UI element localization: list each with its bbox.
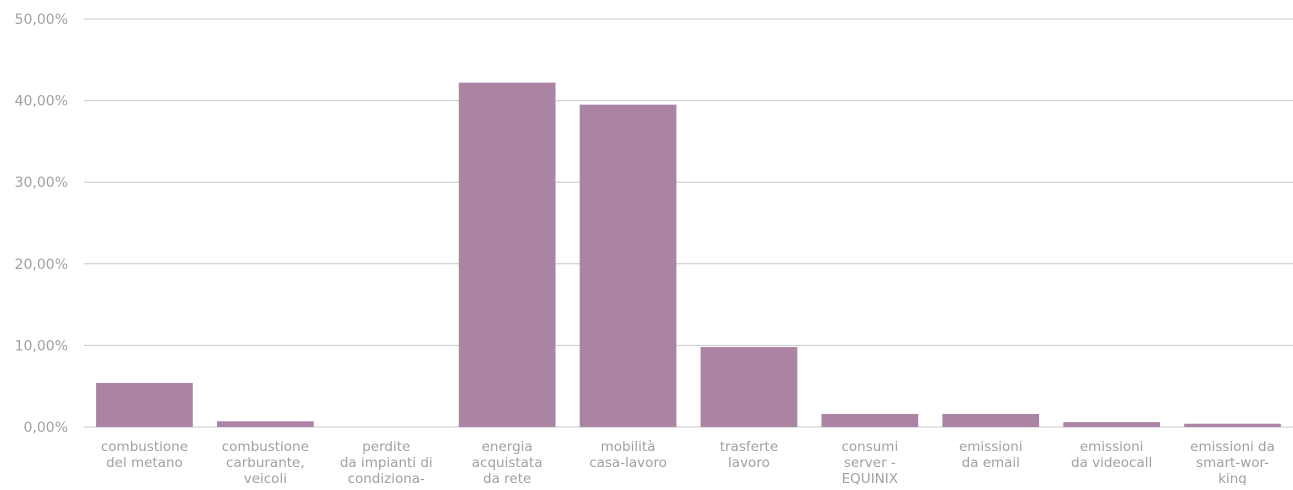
x-category-label-line: casa-lavoro <box>589 455 667 471</box>
x-category-label-line: EQUINIX <box>842 471 898 485</box>
bar <box>579 104 677 428</box>
x-category-label-line: smart-wor- <box>1196 455 1269 471</box>
x-category-label-line: da videocall <box>1071 455 1152 471</box>
y-tick-label: 20,00% <box>15 257 68 273</box>
x-category-label: emissioni da videocall <box>1071 439 1152 471</box>
bar <box>458 82 556 427</box>
y-axis-tick-labels: 0,00% 10,00% 20,00% 30,00% 40,00% 50,00% <box>15 12 68 436</box>
x-category-label-line: trasferte <box>720 439 778 455</box>
x-category-label: emissioni da email <box>959 439 1023 471</box>
y-tick-label: 40,00% <box>15 94 68 110</box>
y-tick-label: 0,00% <box>24 420 68 436</box>
x-category-label: emissioni da smart-wor-king <box>1190 439 1275 485</box>
bar <box>216 421 314 427</box>
x-category-label-line: king <box>1218 471 1247 485</box>
x-category-label-line: lavoro <box>728 455 770 471</box>
bar <box>700 347 798 427</box>
x-category-label-line: combustione <box>101 439 188 455</box>
bar <box>1063 422 1161 427</box>
bar <box>821 413 919 427</box>
x-category-label: consumi server -EQUINIX <box>841 439 898 485</box>
x-category-label: combustione carburante, veicoli <box>222 439 309 485</box>
x-category-label-line: mobilità <box>601 439 656 455</box>
x-category-label-line: del metano <box>106 455 183 471</box>
x-category-label-line: acquistata <box>472 455 543 471</box>
x-category-label-line: veicoli <box>244 471 287 485</box>
x-category-label: trasferte lavoro <box>720 439 778 471</box>
x-category-label-line: energia <box>482 439 533 455</box>
x-category-label-line: da rete <box>483 471 531 485</box>
x-category-label-line: server - <box>844 455 896 471</box>
y-tick-label: 30,00% <box>15 175 68 191</box>
x-category-label-line: emissioni da <box>1190 439 1275 455</box>
x-category-label-line: consumi <box>841 439 898 455</box>
x-category-label-line: emissioni <box>959 439 1023 455</box>
bar <box>96 382 193 427</box>
x-category-label-line: carburante, <box>226 455 305 471</box>
x-category-label-line: condiziona- <box>348 471 425 485</box>
x-category-label-line: da impianti di <box>340 455 433 471</box>
x-category-label-line: emissioni <box>1080 439 1144 455</box>
x-category-label: energia acquistata da rete <box>472 439 543 485</box>
bar <box>1184 423 1281 427</box>
x-category-label: combustione del metano <box>101 439 188 471</box>
bar <box>942 413 1040 427</box>
x-category-label: perdite da impianti di condiziona- <box>340 439 433 485</box>
x-category-label-line: combustione <box>222 439 309 455</box>
x-category-label: mobilità casa-lavoro <box>589 439 667 471</box>
y-tick-label: 50,00% <box>15 12 68 28</box>
gridlines <box>84 18 1293 428</box>
y-tick-label: 10,00% <box>15 338 68 354</box>
x-category-label-line: da email <box>962 455 1020 471</box>
bars <box>96 82 1281 428</box>
x-category-label-line: perdite <box>362 439 410 455</box>
